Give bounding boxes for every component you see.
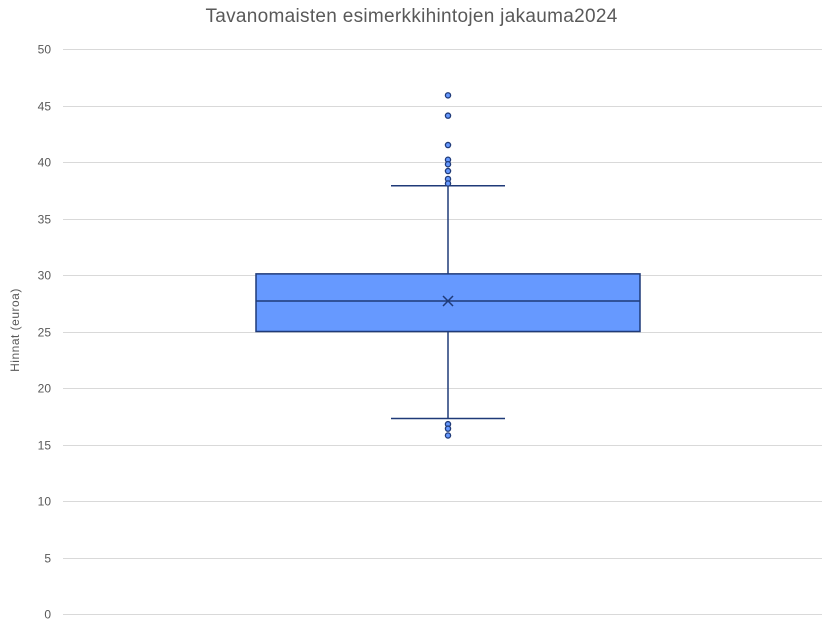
y-axis-title: Hinnat (euroa) xyxy=(8,288,22,372)
mean-marker xyxy=(442,295,454,307)
y-tick-label: 40 xyxy=(38,156,52,170)
y-tick-label: 10 xyxy=(38,495,52,509)
outlier-point xyxy=(444,180,452,187)
outlier-point xyxy=(444,432,452,439)
outlier-point xyxy=(444,161,452,168)
y-tick-label: 35 xyxy=(38,213,52,227)
y-tick-label: 45 xyxy=(38,100,52,114)
box-series xyxy=(255,92,641,439)
interquartile-box xyxy=(255,273,641,333)
y-tick-label: 50 xyxy=(38,43,52,57)
y-tick-label: 15 xyxy=(38,439,52,453)
y-tick-label: 25 xyxy=(38,326,52,340)
outlier-point xyxy=(444,112,452,119)
outlier-point xyxy=(444,425,452,432)
chart-title: Tavanomaisten esimerkkihintojen jakauma2… xyxy=(205,6,618,27)
outlier-point xyxy=(444,167,452,175)
mean-marker-stroke xyxy=(442,295,454,307)
gridlines xyxy=(63,49,822,615)
y-tick-label: 30 xyxy=(38,269,52,283)
outlier-point xyxy=(444,141,452,149)
y-axis-ticks: 0 5 10 15 20 25 30 35 40 45 50 xyxy=(38,43,52,622)
y-tick-label: 5 xyxy=(44,552,51,566)
y-tick-label: 0 xyxy=(44,608,51,622)
outlier-point xyxy=(444,92,452,99)
y-tick-label: 20 xyxy=(38,382,52,396)
